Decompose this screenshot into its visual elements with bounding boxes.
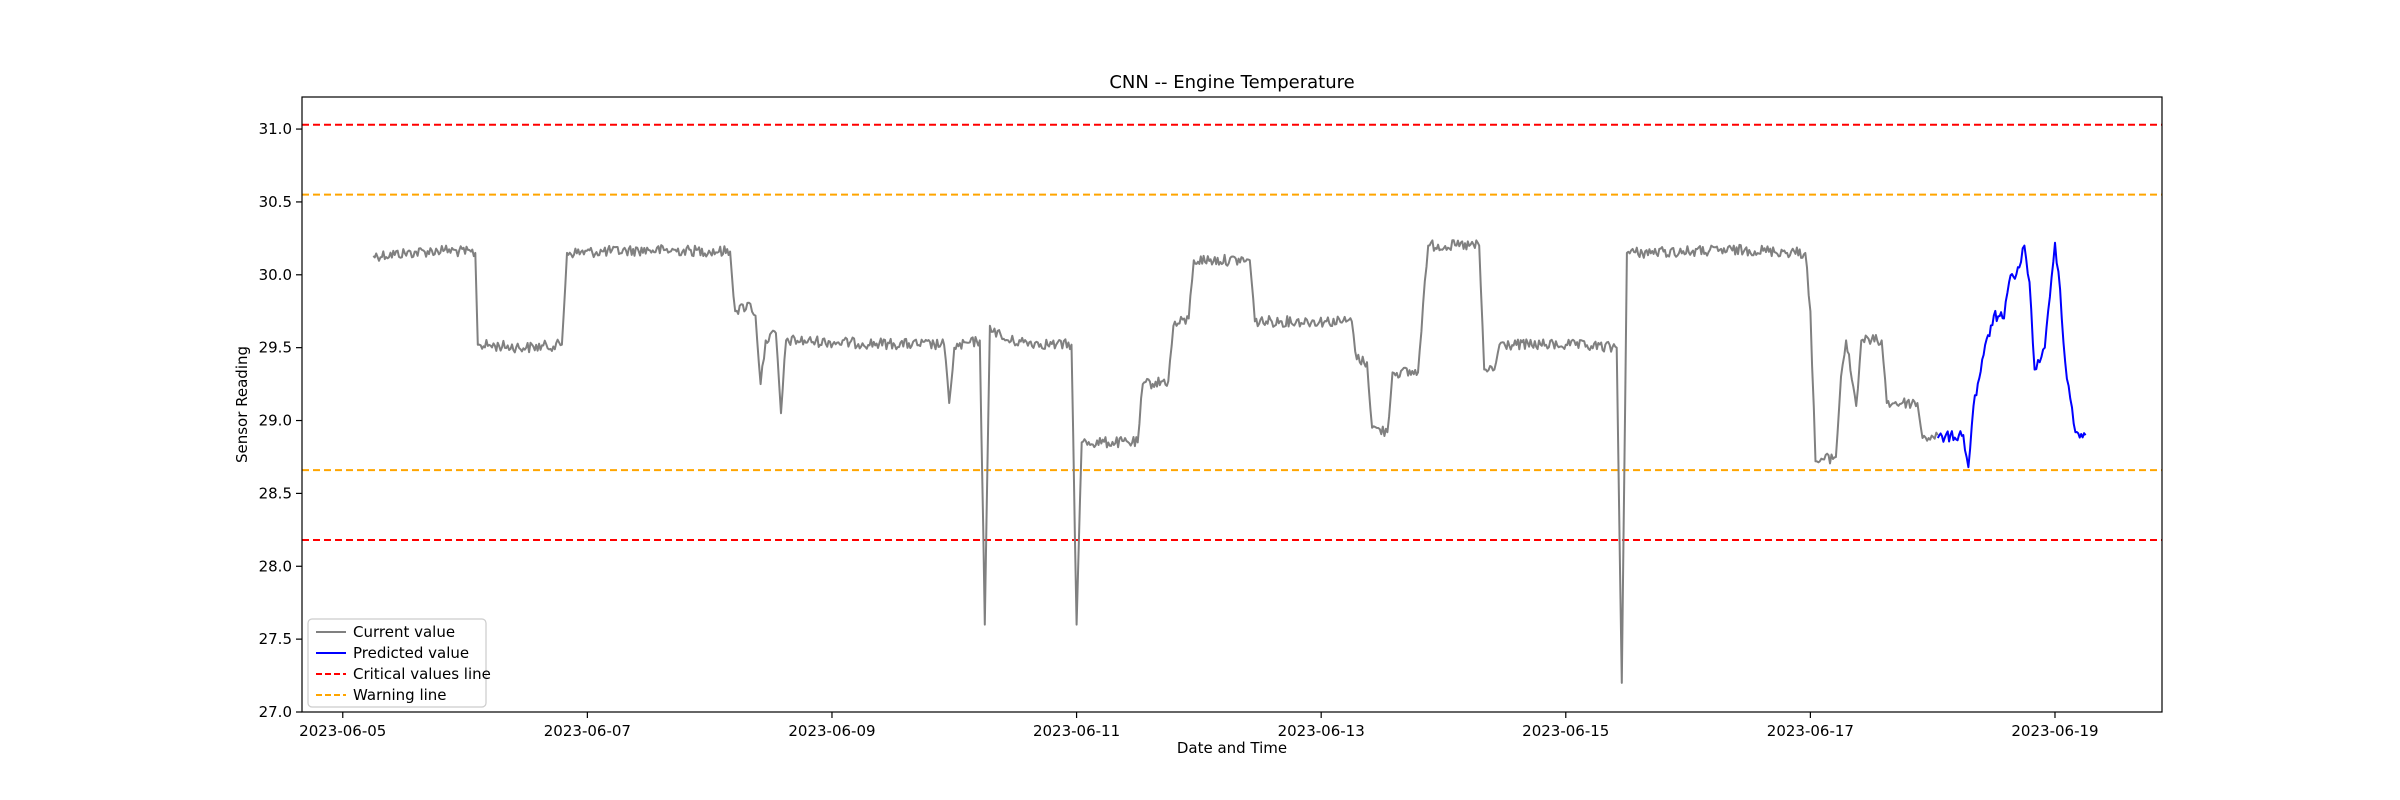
x-axis: 2023-06-05 2023-06-07 2023-06-09 2023-06-11… <box>299 712 2099 740</box>
y-tick-label: 30.5 <box>259 193 292 211</box>
chart-title: CNN -- Engine Temperature <box>1109 72 1354 93</box>
y-axis-label: Sensor Reading <box>233 346 251 463</box>
y-tick-label: 31.0 <box>259 120 292 138</box>
legend-label: Critical values line <box>353 665 491 683</box>
y-tick-label: 29.5 <box>259 339 292 357</box>
x-tick-label: 2023-06-05 <box>299 722 386 740</box>
legend-box <box>307 618 487 708</box>
x-tick-label: 2023-06-09 <box>788 722 875 740</box>
legend: Current value Predicted value Critical val… <box>307 618 491 708</box>
y-tick-label: 28.5 <box>259 484 292 502</box>
y-tick-label: 30.0 <box>259 266 292 284</box>
series-predicted-value-line <box>1936 241 2087 469</box>
y-tick-label: 27.5 <box>259 630 292 648</box>
legend-label: Warning line <box>353 686 447 704</box>
plot-frame <box>301 96 2163 713</box>
x-tick-label: 2023-06-11 <box>1033 722 1120 740</box>
legend-label: Predicted value <box>353 644 469 662</box>
x-tick-label: 2023-06-07 <box>544 722 631 740</box>
x-tick-label: 2023-06-15 <box>1522 722 1609 740</box>
series-layer <box>372 239 2087 684</box>
series-current-value-line <box>372 239 1939 684</box>
y-tick-label: 27.0 <box>259 703 292 721</box>
legend-label: Current value <box>353 623 455 641</box>
x-tick-label: 2023-06-17 <box>1767 722 1854 740</box>
x-tick-label: 2023-06-13 <box>1278 722 1365 740</box>
reference-lines <box>302 123 2162 542</box>
y-axis: 27.0 27.5 28.0 28.5 29.0 29.5 30.0 30.5 31.0 <box>259 120 302 721</box>
y-tick-label: 28.0 <box>259 557 292 575</box>
x-tick-label: 2023-06-19 <box>2011 722 2098 740</box>
y-tick-label: 29.0 <box>259 412 292 430</box>
x-axis-label: Date and Time <box>1177 739 1287 757</box>
